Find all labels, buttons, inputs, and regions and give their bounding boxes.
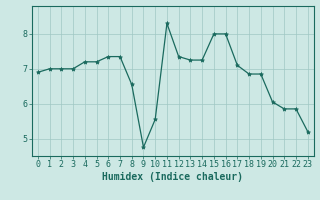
X-axis label: Humidex (Indice chaleur): Humidex (Indice chaleur) (102, 172, 243, 182)
